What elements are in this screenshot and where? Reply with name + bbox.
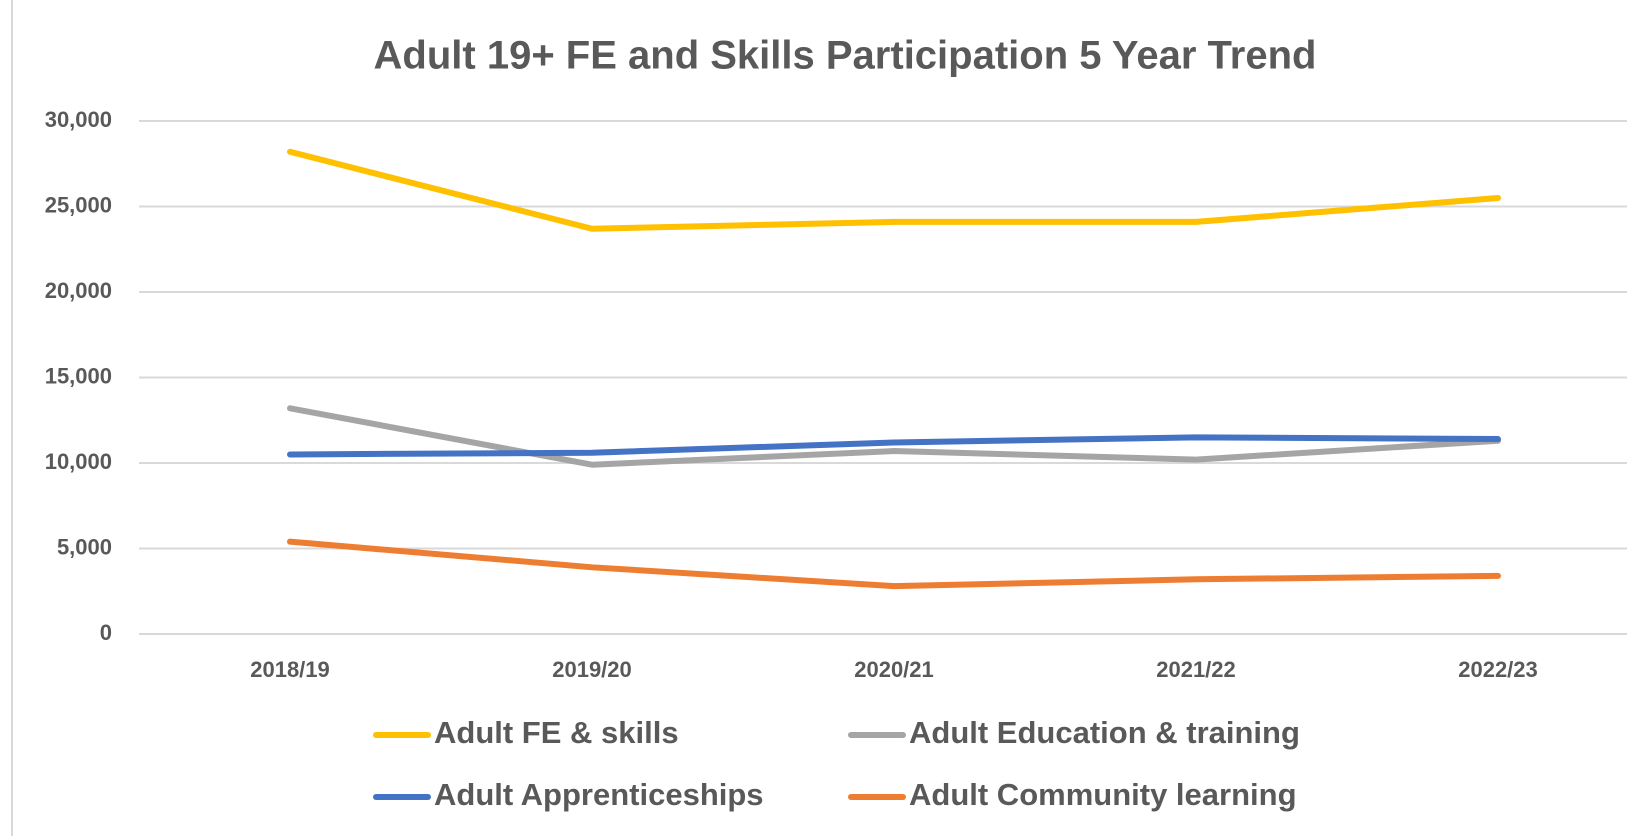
x-tick-label: 2018/19 [250,657,330,682]
series-line [287,148,1501,232]
y-tick-label: 30,000 [45,107,112,132]
series-line [287,538,1501,590]
x-tick-label: 2022/23 [1458,657,1538,682]
legend-label: Adult Community learning [909,777,1297,812]
y-tick-label: 0 [100,620,112,645]
series-line [287,434,1501,458]
y-tick-label: 10,000 [45,449,112,474]
series-line [287,405,1501,468]
x-tick-label: 2020/21 [854,657,934,682]
y-tick-label: 25,000 [45,192,112,217]
legend-label: Adult Apprenticeships [434,777,764,812]
y-tick-label: 20,000 [45,278,112,303]
y-tick-label: 5,000 [57,534,112,559]
x-tick-label: 2021/22 [1156,657,1236,682]
x-tick-label: 2019/20 [552,657,632,682]
legend-label: Adult FE & skills [434,715,679,750]
legend-label: Adult Education & training [909,715,1300,750]
y-tick-label: 15,000 [45,363,112,388]
chart-title: Adult 19+ FE and Skills Participation 5 … [374,34,1317,78]
